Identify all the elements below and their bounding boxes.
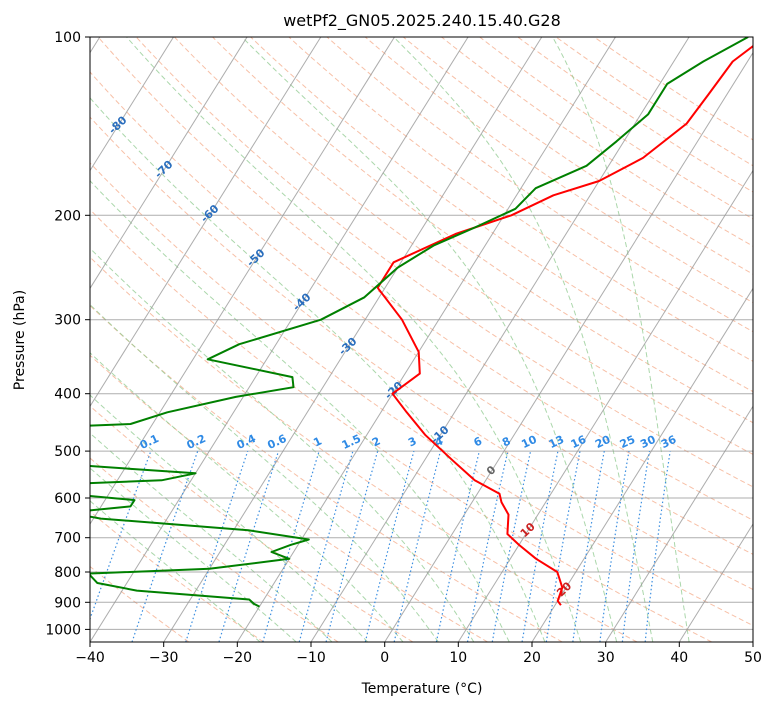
y-tick-label: 300: [54, 313, 81, 329]
x-tick-label: 30: [597, 650, 615, 666]
dry-adiabat-line: [90, 457, 339, 642]
moist-adiabat-line: [126, 37, 582, 642]
mixing-ratio-line: [572, 450, 605, 642]
y-tick-label: 600: [54, 491, 81, 507]
isotherm-label: 30: [591, 639, 611, 659]
mixing-ratio-line: [262, 450, 320, 642]
dry-adiabat-line: [90, 208, 712, 642]
axes: −40 −30 −20 −10 0 10 20 30 40 50 100 200 300 400 500 60…: [45, 30, 762, 666]
y-tick-label: 700: [54, 531, 81, 547]
x-tick-label: 50: [744, 650, 762, 666]
x-tick-label: 40: [670, 650, 688, 666]
y-tick-label: 900: [54, 595, 81, 611]
mixing-ratio-label: 36: [659, 433, 679, 451]
isotherm-gridline: [90, 37, 395, 526]
mixing-ratio-line: [435, 450, 480, 642]
dry-adiabat-line: [402, 37, 753, 275]
isotherm-gridline: [90, 37, 248, 290]
mixing-ratio-line: [393, 450, 442, 642]
plot-frame: [89, 36, 754, 643]
isotherm-gridline: [531, 287, 753, 642]
x-tick-label: −20: [223, 650, 253, 666]
moist-adiabat-line: [393, 37, 654, 642]
dry-adiabat-line: [90, 510, 264, 642]
moist-adiabat-line: [90, 467, 297, 642]
plot-background: [90, 37, 753, 642]
x-tick-label: −10: [296, 650, 326, 666]
chart-title: wetPf2_GN05.2025.240.15.40.G28: [283, 11, 561, 31]
moist-adiabat-line: [90, 180, 510, 642]
mixing-ratio-line: [325, 450, 379, 642]
isotherm-gridline: [90, 37, 469, 642]
mixing-ratio-label: 10: [519, 433, 539, 451]
mixing-ratio-line: [364, 450, 415, 642]
mixing-ratio-line: [599, 450, 630, 642]
y-tick-label: 200: [54, 208, 81, 224]
mixing-ratio-line: [185, 450, 249, 642]
background-lines: [90, 37, 753, 642]
dry-adiabat-line: [90, 116, 753, 591]
dry-adiabat-line: [90, 256, 638, 642]
mixing-ratio-label: 13: [547, 433, 566, 451]
mixing-ratio-line: [298, 450, 354, 642]
isotherm-gridline: [163, 37, 543, 642]
x-tick-label: −30: [149, 650, 179, 666]
dry-adiabat-line: [90, 71, 753, 555]
moist-adiabat-line: [241, 37, 618, 642]
isotherm-gridline: [90, 37, 322, 408]
x-axis-label: Temperature (°C): [361, 681, 483, 697]
moist-adiabat-line: [90, 500, 261, 642]
x-tick-label: 0: [380, 650, 389, 666]
dry-adiabat-line: [250, 37, 753, 393]
moist-adiabat-line: [90, 97, 546, 642]
isotherm-gridline: [310, 37, 690, 642]
temperature-trace: [376, 44, 753, 606]
moist-adiabat-line: [90, 303, 439, 642]
dry-adiabat-line: [441, 37, 753, 247]
dry-adiabat-line: [174, 37, 753, 455]
dewpoint-trace: [90, 37, 749, 608]
isotherm-gridline: [90, 37, 174, 172]
y-tick-label: 100: [54, 30, 81, 46]
y-tick-label: 400: [54, 387, 81, 403]
x-tick-label: −40: [75, 650, 105, 666]
x-tick-label: 10: [449, 650, 467, 666]
y-axis-label: Pressure (hPa): [12, 290, 28, 390]
mixing-ratio-label: 16: [569, 433, 589, 451]
y-tick-label: 1000: [45, 622, 81, 638]
dry-adiabat-line: [555, 37, 753, 167]
isotherm-gridline: [384, 51, 753, 642]
moist-adiabat-line: [90, 247, 475, 642]
moist-adiabat-line: [552, 37, 690, 642]
sounding-traces: [90, 37, 753, 608]
dry-adiabat-line: [517, 37, 753, 193]
mixing-ratio-line: [218, 450, 280, 642]
x-tick-label: 20: [523, 650, 541, 666]
mixing-ratio-label: 25: [618, 433, 637, 451]
dry-adiabat-line: [288, 37, 753, 362]
dry-adiabat-line: [97, 37, 753, 521]
mixing-ratio-label: 30: [638, 433, 658, 451]
mixing-ratio-line: [621, 450, 651, 642]
dry-adiabat-line: [326, 37, 753, 333]
y-tick-label: 500: [54, 444, 81, 460]
mixing-ratio-label: 20: [593, 433, 613, 451]
isotherm-gridline: [457, 169, 753, 642]
dry-adiabat-line: [212, 37, 753, 424]
isotherm-gridline: [605, 405, 753, 642]
mixing-ratio-line: [131, 450, 199, 642]
moist-adiabat-line: [90, 394, 368, 642]
isotherm-gridline: [678, 523, 753, 642]
y-tick-label: 800: [54, 565, 81, 581]
dry-adiabat-line: [90, 162, 753, 627]
mixing-ratio-line: [644, 451, 671, 642]
